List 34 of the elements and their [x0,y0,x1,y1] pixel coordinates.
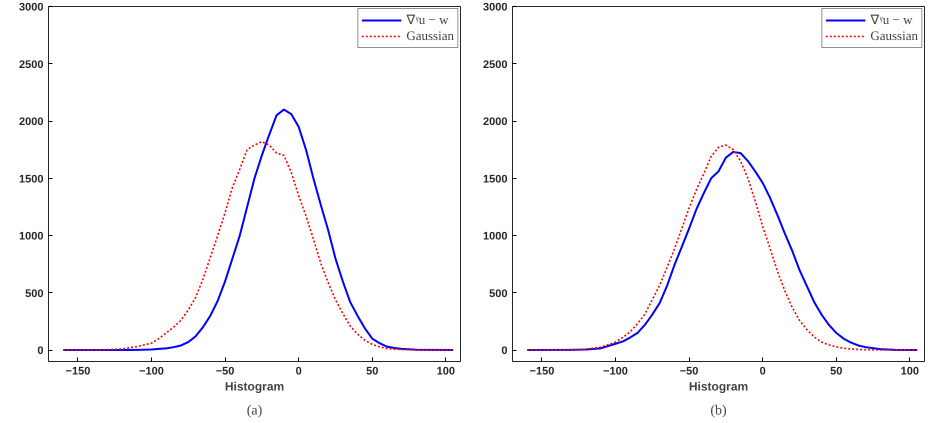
x-tick-label: 100 [436,366,455,378]
x-tick-label: −150 [530,366,554,378]
x-tick-label: −50 [216,366,234,378]
x-tick-label: 50 [830,366,842,378]
y-tick-label: 1000 [483,230,508,243]
x-tick-label: −100 [603,366,628,378]
x-tick-label: 0 [760,366,766,378]
text: (b) [710,404,727,418]
legend-label: ∇ᵞu − w [870,12,912,28]
legend-label: Gaussian [406,28,454,44]
y-tick-label: 0 [37,345,44,358]
x-tick-label: −150 [66,366,90,378]
legend-label: Gaussian [870,28,918,44]
y-tick-label: 500 [489,288,508,300]
text: (a) [246,404,263,418]
y-tick-label: 500 [25,288,44,300]
x-tick-label: 50 [366,366,378,378]
y-tick-label: 2000 [483,116,508,128]
y-tick-label: 1500 [19,173,44,186]
x-tick-label: −50 [680,366,698,378]
y-tick-label: 2500 [483,58,508,71]
x-tick-label: −100 [139,366,164,378]
x-axis-title: Histogram [688,380,748,394]
x-tick-label: 0 [296,366,302,378]
y-tick-label: 3000 [19,2,44,14]
y-tick-label: 0 [501,345,508,358]
legend-label: ∇ᵞu − w [406,12,448,28]
y-tick-label: 2000 [19,116,44,128]
x-axis-title: Histogram [224,380,284,394]
y-tick-label: 2500 [19,58,44,71]
y-tick-label: 1500 [483,173,508,186]
x-tick-label: 100 [900,366,919,378]
y-tick-label: 1000 [19,230,44,243]
y-tick-label: 3000 [483,2,508,14]
